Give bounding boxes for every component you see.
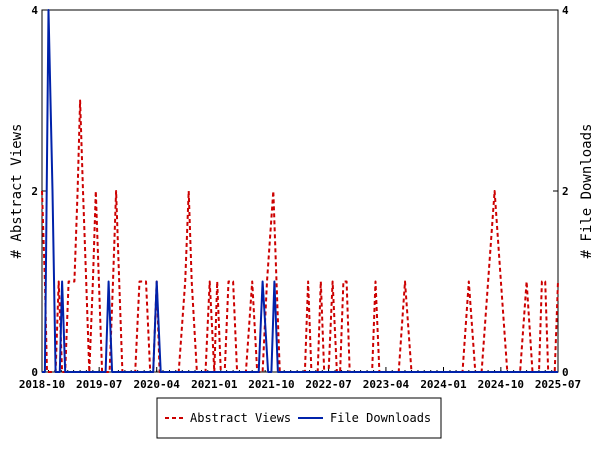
x-tick-label: 2021-01 bbox=[191, 378, 238, 391]
y-tick-label-right: 4 bbox=[562, 4, 569, 17]
x-tick-label: 2020-04 bbox=[134, 378, 181, 391]
x-tick-label: 2024-01 bbox=[420, 378, 467, 391]
x-tick-label: 2022-07 bbox=[305, 378, 351, 391]
x-tick-label: 2024-10 bbox=[478, 378, 524, 391]
series-layer bbox=[41, 9, 559, 373]
y-tick-label-left: 4 bbox=[31, 4, 38, 17]
plot-area bbox=[41, 9, 559, 373]
legend-label-file-downloads: File Downloads bbox=[330, 411, 431, 425]
legend: Abstract Views File Downloads bbox=[156, 397, 442, 439]
series-line-file-downloads bbox=[42, 9, 558, 373]
x-axis: 2018-10 2019-07 2020-04 2021-01 2021-10 2022-… bbox=[19, 367, 581, 391]
y-tick-label-left: 2 bbox=[31, 185, 38, 198]
y-axis-title-right: # File Downloads bbox=[579, 124, 595, 259]
x-tick-label: 2018-10 bbox=[19, 378, 65, 391]
x-tick-label: 2025-07 bbox=[535, 378, 581, 391]
x-tick-label: 2019-07 bbox=[76, 378, 122, 391]
x-tick-label: 2021-10 bbox=[248, 378, 294, 391]
y-tick-label-right: 0 bbox=[562, 366, 569, 379]
y-tick-label-left: 0 bbox=[31, 366, 38, 379]
legend-label-abstract-views: Abstract Views bbox=[190, 411, 291, 425]
y-axis-title-left: # Abstract Views bbox=[9, 124, 25, 259]
x-tick-label: 2023-04 bbox=[363, 378, 410, 391]
series-line-abstract-views bbox=[41, 99, 559, 373]
y-tick-label-right: 2 bbox=[562, 185, 569, 198]
